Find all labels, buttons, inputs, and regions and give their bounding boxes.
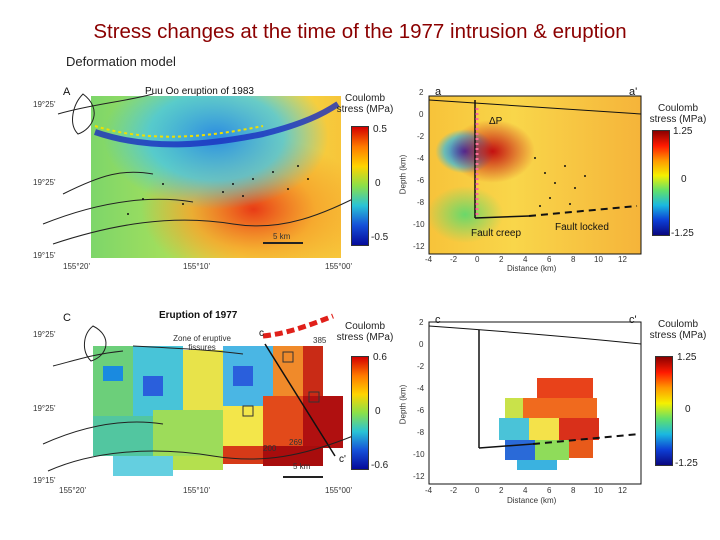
lat-label-top: 19°25' [33,100,56,109]
lat-label-top: 19°25' [33,330,56,339]
ytick: -6 [417,176,425,185]
colorbar-max: 0.5 [373,124,387,135]
panel-c-map: C Eruption of 1977 Zone of eruptive fiss… [33,306,403,502]
xtick: 10 [594,486,603,495]
xtick: 4 [523,486,528,495]
panel-c-heading: Eruption of 1977 [159,310,238,321]
section-c-figure [428,321,642,485]
colorbar-title: Coulomb stress (MPa) [336,93,394,115]
colorbar-mid: 0 [685,404,691,415]
lat-label-mid: 19°25' [33,178,56,187]
section-a-figure [428,95,642,255]
section-a-right-label: a' [629,86,638,98]
section-a-ylabel: Depth (km) [398,154,408,195]
slide-title: Stress changes at the time of the 1977 i… [93,20,627,43]
xtick: -4 [425,486,433,495]
section-c-ylabel: Depth (km) [398,384,408,425]
xtick: -2 [450,486,458,495]
section-c-xlabel: Distance (km) [507,496,557,505]
scale-bar-label: 5 km [273,232,291,241]
xtick: 0 [475,486,480,495]
ytick: -6 [417,406,425,415]
fault-creep-label: Fault creep [471,228,522,239]
ytick: 0 [419,340,424,349]
lon-label-left: 155°20' [59,486,86,495]
colorbar-title: Coulomb stress (MPa) [649,103,707,125]
map-c-prime-label: c' [339,454,346,465]
fault-locked-label: Fault locked [555,222,609,233]
xtick: 10 [594,255,603,264]
colorbar-mid: 0 [681,174,687,185]
lon-label-mid: 155°10' [183,486,210,495]
colorbar-title: Coulomb stress (MPa) [649,319,707,341]
lat-label-bot: 19°15' [33,251,56,260]
colorbar-a-section [652,130,670,236]
colorbar-title: Coulomb stress (MPa) [336,321,394,343]
section-c-right-label: c' [629,314,637,326]
xtick: 12 [618,255,627,264]
ytick: -2 [417,132,425,141]
xtick: 2 [499,255,504,264]
xtick: 8 [571,486,576,495]
lon-label-right: 155°00' [325,262,352,271]
map-c-label: c [259,328,264,339]
lat-label-mid: 19°25' [33,404,56,413]
colorbar-max: 1.25 [673,126,693,137]
panel-c-letter: C [63,312,71,324]
lon-label-mid: 155°10' [183,262,210,271]
scale-bar-label: 5 km [293,462,311,471]
ytick: -10 [413,450,425,459]
colorbar-max: 1.25 [677,352,697,363]
panel-a-heading: Puu Oo eruption of 1983 [145,86,254,97]
colorbar-mid: 0 [375,178,381,189]
xtick: -2 [450,255,458,264]
colorbar-c [351,356,369,470]
colorbar-mid: 0 [375,406,381,417]
ytick: -8 [417,198,425,207]
map-c-figure [42,313,354,478]
panel-a-map: A Puu Oo eruption of 1983 19°25' 19°25' … [33,74,403,274]
xtick: 4 [523,255,528,264]
colorbar-min: -1.25 [671,228,694,239]
site-269-label: 269 [289,438,303,447]
xtick: 2 [499,486,504,495]
ytick: -2 [417,362,425,371]
slide-subtitle: Deformation model [66,54,176,69]
xtick: -4 [425,255,433,264]
ytick: -12 [413,242,425,251]
section-a-left-label: a [435,86,442,98]
colorbar-c-section [655,356,673,466]
lon-label-right: 155°00' [325,486,352,495]
colorbar-min: -0.5 [371,232,389,243]
ytick: 2 [419,88,424,97]
colorbar-min: -1.25 [675,458,698,469]
xtick: 8 [571,255,576,264]
panel-c-section: c c' Depth (km) Distance (km) 2 0 -2 -4 … [398,306,717,506]
section-c-left-label: c [435,314,441,326]
xtick: 6 [547,255,552,264]
colorbar-min: -0.6 [371,460,389,471]
ytick: -12 [413,472,425,481]
site-385-label: 385 [313,336,327,345]
section-a-xlabel: Distance (km) [507,264,557,273]
ytick: 2 [419,318,424,327]
panel-a-letter: A [63,86,71,98]
map-a-figure [42,93,364,258]
zone-fissures-label: Zone of eruptive fissures [173,334,231,352]
xtick: 12 [618,486,627,495]
panel-a-section: a a' ΔP Fault creep Fault locked Depth (… [398,78,717,274]
xtick: 6 [547,486,552,495]
ytick: 0 [419,110,424,119]
lat-label-bot: 19°15' [33,476,56,485]
lon-label-left: 155°20' [63,262,90,271]
colorbar-a [351,126,369,246]
xtick: 0 [475,255,480,264]
colorbar-max: 0.6 [373,352,387,363]
site-200-label: 200 [263,444,277,453]
delta-p-label: ΔP [489,116,503,127]
ytick: -4 [417,154,425,163]
ytick: -4 [417,384,425,393]
ytick: -8 [417,428,425,437]
ytick: -10 [413,220,425,229]
